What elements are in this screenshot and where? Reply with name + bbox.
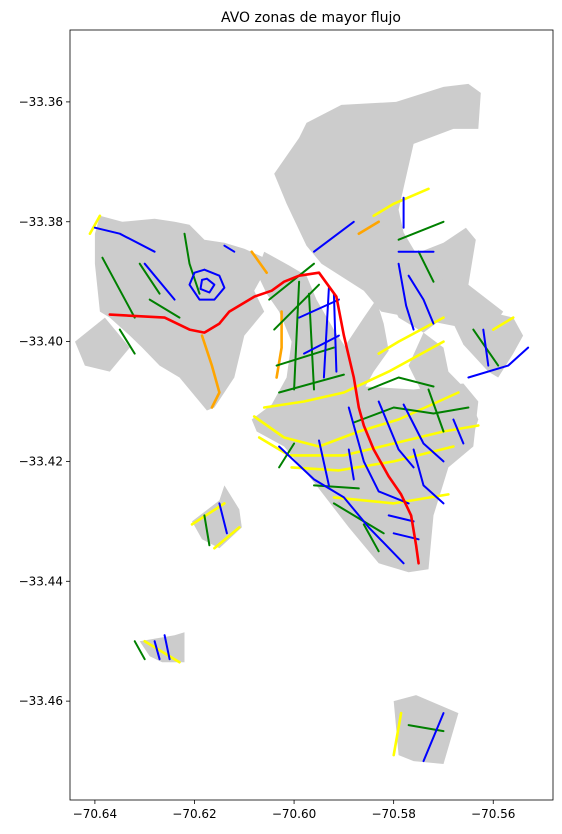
zone-polygon-6	[192, 485, 242, 548]
y-tick-label: −33.38	[19, 215, 63, 229]
y-axis: −33.36 −33.38 −33.40 −33.42 −33.44 −33.46	[19, 95, 70, 708]
x-tick-label: −70.58	[371, 807, 415, 821]
x-tick-label: −70.64	[73, 807, 117, 821]
y-tick-label: −33.42	[19, 454, 63, 468]
x-tick-label: −70.60	[272, 807, 316, 821]
chart-title: AVO zonas de mayor flujo	[221, 10, 401, 26]
y-tick-label: −33.36	[19, 95, 63, 109]
y-tick-label: −33.40	[19, 335, 63, 349]
y-tick-label: −33.46	[19, 694, 63, 708]
zone-polygon-4	[453, 312, 523, 378]
zone-polygon-7	[140, 632, 185, 662]
x-axis: −70.64 −70.62 −70.60 −70.58 −70.56	[73, 800, 516, 821]
y-tick-label: −33.44	[19, 574, 63, 588]
x-tick-label: −70.62	[172, 807, 216, 821]
zone-polygon-2	[95, 216, 264, 411]
street-orange-14	[277, 312, 282, 378]
x-tick-label: −70.56	[471, 807, 515, 821]
street-green-27	[399, 222, 444, 240]
